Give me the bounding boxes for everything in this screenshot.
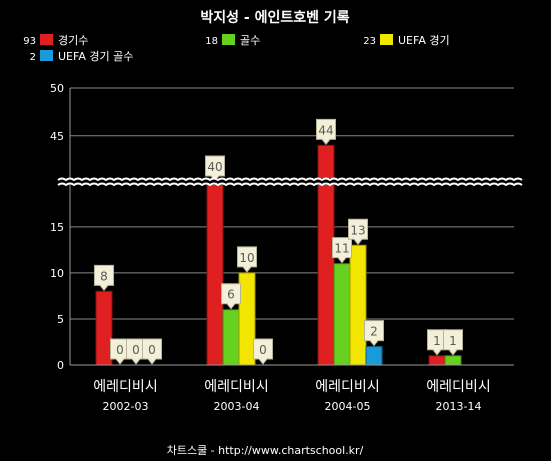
data-label: 0 <box>116 343 124 357</box>
x-category-label: 에레디비시 <box>204 379 268 395</box>
chart-footer: 차트스쿨 - http://www.chartschool.kr/ <box>167 444 364 457</box>
data-label-box <box>443 329 463 356</box>
bar <box>333 263 351 366</box>
data-label: 8 <box>100 269 108 283</box>
y-tick-label: 10 <box>50 267 64 280</box>
data-label-box <box>316 118 336 146</box>
bar <box>444 355 462 366</box>
y-tick-label: 50 <box>50 82 64 95</box>
data-label-box <box>221 283 241 310</box>
grid <box>70 87 514 320</box>
data-label-box <box>253 338 273 365</box>
legend-swatch <box>40 34 53 45</box>
data-label: 1 <box>433 334 441 348</box>
x-season-label: 2004-05 <box>325 400 371 413</box>
x-season-label: 2003-04 <box>214 400 260 413</box>
data-label: 40 <box>207 160 222 174</box>
data-label: 11 <box>334 242 349 256</box>
legend-total: 93 <box>23 36 36 47</box>
bar <box>428 355 446 366</box>
data-label-box <box>237 246 257 273</box>
legend-total: 18 <box>205 36 218 47</box>
data-label-box <box>348 218 368 246</box>
legend: 93 경기수 18 골수 23 UEFA 경기 2 UEFA 경기 골수 <box>23 34 450 63</box>
bar <box>365 346 383 366</box>
legend-label: 경기수 <box>58 34 88 47</box>
data-label: 6 <box>227 288 235 302</box>
y-tick-label: 5 <box>57 313 64 326</box>
bar <box>95 290 113 366</box>
x-season-label: 2013-14 <box>436 400 482 413</box>
x-category-label: 에레디비시 <box>93 379 157 395</box>
legend-swatch <box>380 34 393 45</box>
bar <box>222 309 240 366</box>
data-label-box <box>364 320 384 347</box>
y-tick-label: 15 <box>50 221 64 234</box>
data-label: 13 <box>350 223 365 237</box>
data-label: 10 <box>239 251 254 265</box>
axis-break-line <box>57 177 523 182</box>
y-tick-label: 45 <box>50 130 64 143</box>
legend-swatch <box>222 34 235 45</box>
data-label: 44 <box>318 123 333 137</box>
data-label: 0 <box>132 343 140 357</box>
legend-label: 골수 <box>240 34 260 47</box>
x-category-label: 에레디비시 <box>315 379 379 395</box>
axis-break-line <box>57 182 523 187</box>
legend-label: UEFA 경기 <box>398 34 450 47</box>
data-label-box <box>142 338 162 365</box>
legend-total: 23 <box>363 36 376 47</box>
data-label: 1 <box>449 334 457 348</box>
chart-title: 박지성 - 에인트호벤 기록 <box>200 9 349 26</box>
y-tick-label: 0 <box>57 359 64 372</box>
data-label-box <box>332 237 352 264</box>
axis-break-gap <box>58 178 514 185</box>
legend-label: UEFA 경기 골수 <box>58 50 133 63</box>
x-category-label: 에레디비시 <box>426 379 490 395</box>
data-label: 0 <box>148 343 156 357</box>
bar <box>206 181 224 366</box>
data-label: 2 <box>370 325 378 339</box>
data-label-box <box>94 264 114 292</box>
x-season-label: 2002-03 <box>103 400 149 413</box>
legend-swatch <box>40 50 53 61</box>
data-label: 0 <box>259 343 267 357</box>
bar <box>349 244 367 366</box>
legend-total: 2 <box>30 52 36 63</box>
bar <box>238 272 256 366</box>
axes: 0510154550에레디비시2002-03에레디비시2003-04에레디비시2… <box>50 82 523 413</box>
